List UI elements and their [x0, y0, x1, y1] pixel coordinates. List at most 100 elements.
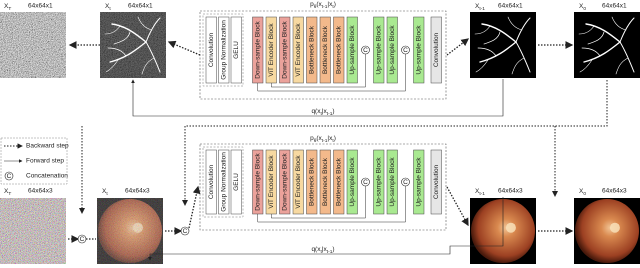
- noise-image: [0, 198, 66, 264]
- block-label: Up-sample Block: [389, 157, 396, 207]
- block: [279, 16, 291, 84]
- block: [292, 149, 304, 215]
- block: [306, 149, 318, 215]
- subscript: t: [320, 249, 322, 255]
- skip-connection: [271, 186, 366, 219]
- block: [413, 149, 425, 215]
- skip-connection: [257, 186, 406, 223]
- optic-disc: [609, 222, 620, 233]
- block: [319, 149, 331, 215]
- block-label: GELU: [233, 173, 240, 191]
- block-label: Convolution: [433, 164, 440, 199]
- vessel-image: [470, 12, 536, 78]
- text-part: X: [475, 188, 480, 195]
- block-label: Bottleneck Block: [335, 25, 342, 74]
- image-size: 64x64x3: [602, 188, 627, 195]
- image-name: Xt-1: [475, 188, 485, 197]
- text-part: X: [579, 3, 584, 10]
- block: [333, 149, 345, 215]
- block-label: ViT Encoder Block: [295, 23, 302, 77]
- forward-arrow: [131, 79, 504, 117]
- image-size: 64x64x3: [28, 188, 53, 195]
- forward-label: q(xt|xt-1): [311, 246, 334, 255]
- block: [346, 149, 358, 215]
- block-label: Down-sample Block: [254, 21, 261, 79]
- block-label: ViT Encoder Block: [295, 155, 302, 209]
- block-label: Bottleneck Block: [335, 157, 342, 206]
- image-noise: [100, 12, 166, 78]
- concat-node-label: C: [363, 47, 368, 54]
- text-part: X: [102, 188, 107, 195]
- legend-label: Backward step: [26, 143, 69, 150]
- stem-box: [202, 146, 244, 218]
- block-label: Group Normalization: [220, 20, 227, 80]
- text-part: ): [334, 135, 336, 142]
- block: [319, 16, 331, 84]
- block: [386, 149, 398, 215]
- subscript: t: [332, 138, 334, 144]
- text-part: q(x: [311, 108, 321, 115]
- block-label: Bottleneck Block: [322, 25, 329, 74]
- concat-node-label: C: [403, 47, 408, 54]
- block-label: Up-sample Block: [389, 25, 396, 75]
- image-size: 64x64x1: [602, 3, 627, 10]
- subscript: T: [8, 191, 11, 197]
- text-part: ): [334, 1, 336, 8]
- image-size: 64x64x1: [28, 3, 53, 10]
- text-part: |x: [322, 246, 328, 253]
- block: [386, 16, 398, 84]
- block: [430, 16, 442, 84]
- block-label: ViT Encoder Block: [268, 155, 275, 209]
- block: [230, 16, 242, 84]
- legend-concat-label: C: [7, 173, 12, 180]
- block: [292, 16, 304, 84]
- forward-arrow: [148, 197, 504, 261]
- noise-image: [0, 12, 66, 78]
- image-size: 64x64x3: [498, 188, 523, 195]
- block-label: Bottleneck Block: [308, 157, 315, 206]
- subscript: t: [320, 111, 322, 117]
- block-label: Up-sample Block: [375, 157, 382, 207]
- legend-concat: [4, 171, 14, 181]
- text-part: X: [4, 3, 9, 10]
- block-label: Bottleneck Block: [322, 157, 329, 206]
- image-name: Xt-1: [475, 3, 485, 12]
- subscript: θ: [314, 4, 317, 10]
- block-label: Up-sample Block: [375, 25, 382, 75]
- block-label: ViT Encoder Block: [268, 23, 275, 77]
- block: [346, 16, 358, 84]
- block: [279, 149, 291, 215]
- block-label: Up-sample Block: [349, 157, 356, 207]
- subscript: t-1: [327, 111, 333, 117]
- optic-disc: [505, 222, 516, 233]
- block-label: Group Normalization: [220, 152, 227, 212]
- legend-label: Concatenation: [26, 173, 68, 180]
- block-label: Convolution: [208, 164, 215, 199]
- subscript: T: [8, 6, 11, 12]
- skip-connection: [257, 54, 406, 92]
- image-name: Xt: [102, 188, 108, 197]
- block: [205, 149, 217, 215]
- block: [218, 149, 230, 215]
- text-part: |x: [327, 1, 333, 8]
- block: [306, 16, 318, 84]
- block-label: GELU: [233, 41, 240, 59]
- block-label: Bottleneck Block: [308, 25, 315, 74]
- text-part: ): [332, 246, 334, 253]
- image-name: XT: [4, 188, 11, 197]
- subscript: t-1: [479, 6, 485, 12]
- text-part: X: [475, 3, 480, 10]
- text-part: X: [105, 3, 110, 10]
- block-label: Up-sample Block: [349, 25, 356, 75]
- text-part: (x: [316, 135, 322, 142]
- subscript: t: [106, 191, 108, 197]
- block: [230, 149, 242, 215]
- concat-node: [180, 226, 190, 236]
- image-size: 64x64x1: [498, 3, 523, 10]
- image-name: X0: [579, 188, 586, 197]
- concat-node-label: C: [80, 236, 85, 243]
- legend-label: Forward step: [26, 158, 64, 165]
- concat-node-label: C: [363, 179, 368, 186]
